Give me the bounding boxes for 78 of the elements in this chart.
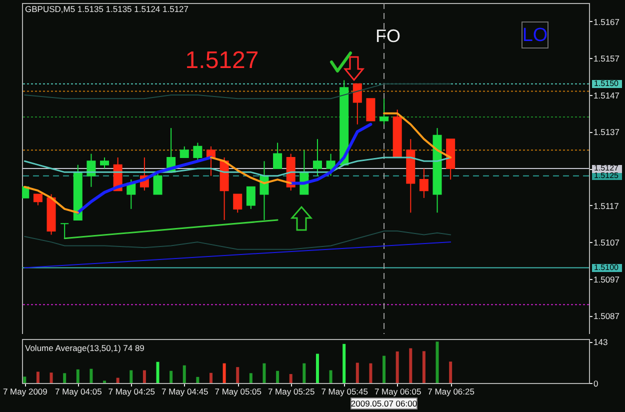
bar (342, 344, 346, 383)
y-tick-label: 1.5147 (594, 90, 620, 100)
ref-line-label: 1.5150 (594, 78, 620, 88)
y-tick-label: 1.5137 (594, 127, 620, 138)
bar (116, 378, 120, 383)
annotation: LO (522, 25, 548, 46)
y-tick-label: 1.5157 (594, 54, 620, 64)
ref-line-label: 1.5127 (594, 164, 620, 172)
x-tick-label: 7 May 04:25 (108, 386, 156, 396)
candlestick (60, 223, 70, 239)
text: 2009.05.07 06:00 (350, 398, 418, 408)
x-tick-label: 7 May 05:05 (214, 386, 262, 396)
candlestick (380, 98, 389, 125)
bar (449, 362, 452, 383)
x-tick-label: 7 May 2009 (2, 386, 48, 396)
bar (249, 373, 252, 383)
x-tick-label: 7 May 05:45 (321, 386, 368, 396)
bar (142, 370, 146, 383)
y-tick-label: 1.5107 (594, 238, 620, 248)
bar (90, 368, 93, 383)
bar (63, 373, 66, 383)
bar (302, 363, 306, 383)
bar (156, 362, 160, 383)
ref-line-label: 1.5125 (594, 170, 620, 180)
candlestick (352, 83, 362, 125)
chart-title: Volume Average(13,50,1) 74 89 (25, 343, 145, 353)
bar (276, 370, 280, 383)
x-tick-label: 7 May 06:25 (428, 386, 475, 396)
annotation: 1.5127 (185, 47, 259, 74)
bar (182, 365, 186, 383)
candlestick (419, 168, 428, 198)
candlestick (246, 186, 256, 210)
bar (316, 354, 319, 383)
candlestick (180, 146, 189, 158)
candlestick (366, 98, 376, 122)
candlestick (193, 142, 202, 162)
bar (356, 362, 359, 383)
bar (196, 376, 200, 383)
x-tick-label: 7 May 05:25 (268, 386, 316, 396)
bar (236, 367, 240, 383)
bar (130, 370, 133, 383)
line-series (24, 230, 452, 250)
bar (409, 348, 412, 383)
bar (382, 356, 386, 383)
candlestick (233, 194, 242, 214)
bar (76, 369, 80, 383)
bar (369, 363, 372, 383)
candlestick (273, 142, 282, 169)
bar (23, 376, 26, 383)
candlestick (326, 153, 336, 176)
bar (396, 351, 399, 383)
bar (422, 351, 426, 383)
y-tick-label: 143 (594, 337, 608, 348)
candlestick (153, 172, 162, 195)
y-tick-label: 1.5087 (594, 311, 620, 322)
bar (36, 372, 40, 383)
candlestick (100, 156, 110, 169)
x-tick-label: 7 May 04:45 (161, 386, 209, 396)
candlestick (312, 138, 322, 176)
bar (289, 374, 292, 383)
y-tick-label: 0 (594, 378, 598, 388)
y-tick-label: 1.5167 (594, 16, 620, 27)
bar (222, 363, 226, 383)
bar (50, 372, 53, 383)
ref-line-label: 1.5100 (594, 262, 620, 272)
bar (210, 372, 212, 383)
bar (170, 370, 173, 383)
bar (262, 363, 266, 383)
bar (436, 342, 439, 383)
x-tick-label: 7 May 06:05 (374, 386, 422, 396)
candlestick (33, 194, 42, 206)
bar (329, 370, 332, 383)
candlestick (86, 153, 96, 188)
y-tick-label: 1.5097 (594, 274, 620, 284)
y-tick-label: 1.5117 (594, 200, 620, 211)
chart-title: GBPUSD,M5 1.5135 1.5135 1.5124 1.5127 (25, 4, 189, 14)
ref-line-label: FO (376, 26, 401, 46)
x-tick-label: 7 May 04:05 (55, 386, 102, 396)
